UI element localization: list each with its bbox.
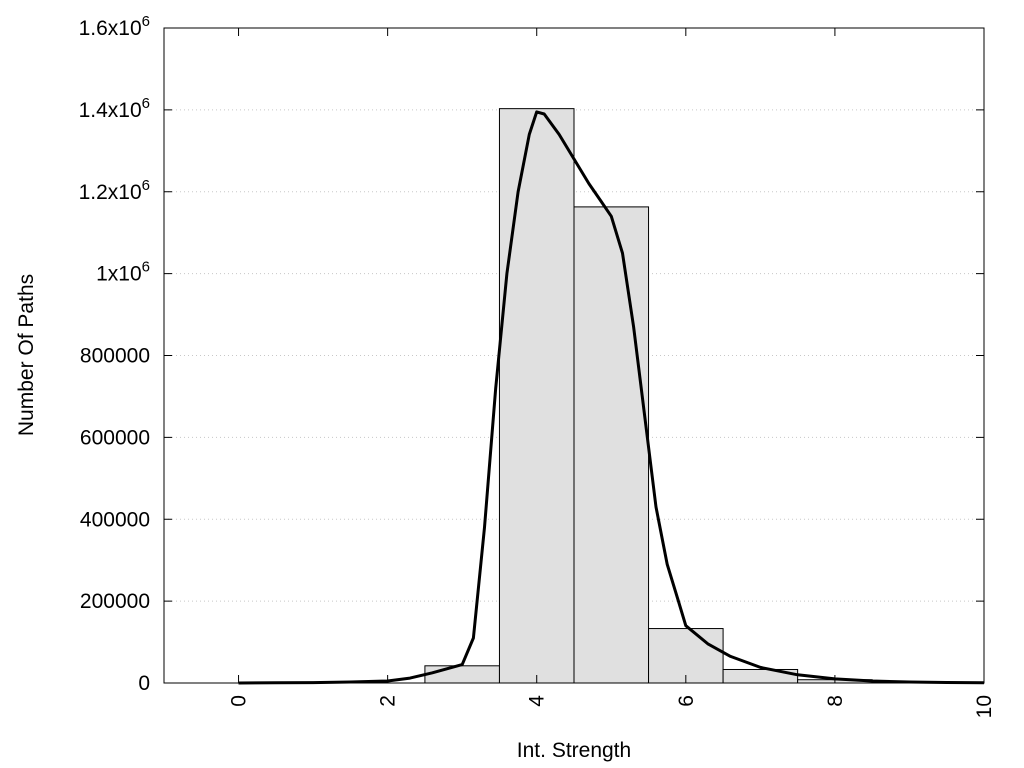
fit-curve (238, 110, 985, 685)
histogram-bar (498, 108, 575, 684)
y-tick-label: 200000 (80, 590, 150, 613)
x-tick-label: 0 (228, 695, 251, 707)
x-tick-label: 8 (824, 695, 847, 707)
y-tick-label: 1x106 (96, 259, 150, 286)
x-tick-label: 10 (973, 695, 996, 718)
histogram-bar (648, 628, 724, 684)
y-tick-label: 800000 (80, 345, 150, 368)
x-tick-label: 4 (526, 695, 549, 707)
grid-lines (164, 109, 984, 602)
axis-ticks (164, 27, 985, 684)
histogram-bar (573, 206, 650, 684)
y-axis-title: Number Of Paths (15, 274, 38, 436)
histogram-bars (424, 108, 948, 684)
y-tick-label: 400000 (80, 508, 150, 531)
histogram-bar (424, 665, 500, 684)
x-axis-title: Int. Strength (517, 739, 631, 762)
y-tick-label: 0 (138, 672, 150, 695)
x-tick-label: 6 (675, 695, 698, 707)
y-tick-label: 1.6x106 (79, 13, 150, 40)
x-tick-label: 2 (377, 695, 400, 707)
y-tick-label: 1.2x106 (79, 177, 150, 204)
y-tick-label: 600000 (80, 426, 150, 449)
tick-labels: 0 200000 400000 600000 800000 1x106 1.2x106 1.4… (79, 13, 996, 718)
fit-curve-layer (238, 110, 985, 685)
y-tick-label: 1.4x106 (79, 95, 150, 122)
